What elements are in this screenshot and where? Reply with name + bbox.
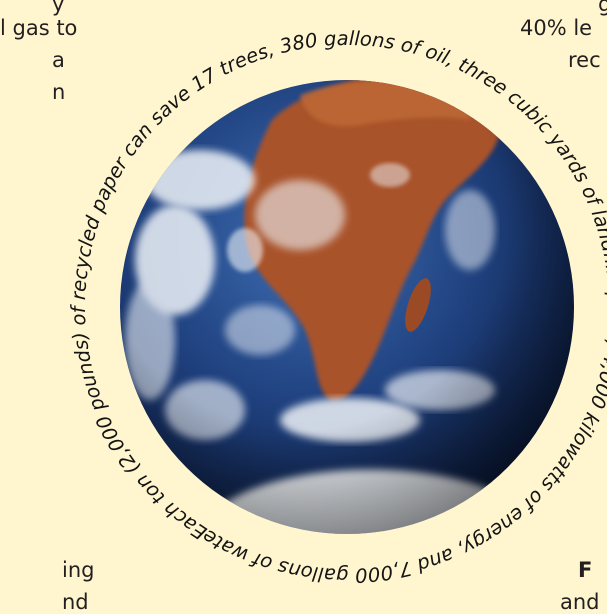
page-text-bottom-right-2: and bbox=[560, 590, 600, 614]
page-text-top-left-1: y bbox=[52, 0, 65, 16]
page-text-bottom-left-2: nd bbox=[62, 590, 89, 614]
page-text-bottom-right-1: F bbox=[578, 558, 593, 582]
globe bbox=[120, 80, 574, 534]
page-text-bottom-left-1: ing bbox=[62, 558, 95, 582]
page-text-top-left-3: a bbox=[52, 48, 65, 72]
page-text-top-left-4: n bbox=[52, 80, 66, 104]
page-text-top-left-2: l gas to bbox=[0, 16, 78, 40]
page-text-top-right-3: rec bbox=[568, 48, 601, 72]
page-text-top-right-1: g bbox=[598, 0, 607, 16]
page-text-top-right-2: 40% le bbox=[520, 16, 593, 40]
